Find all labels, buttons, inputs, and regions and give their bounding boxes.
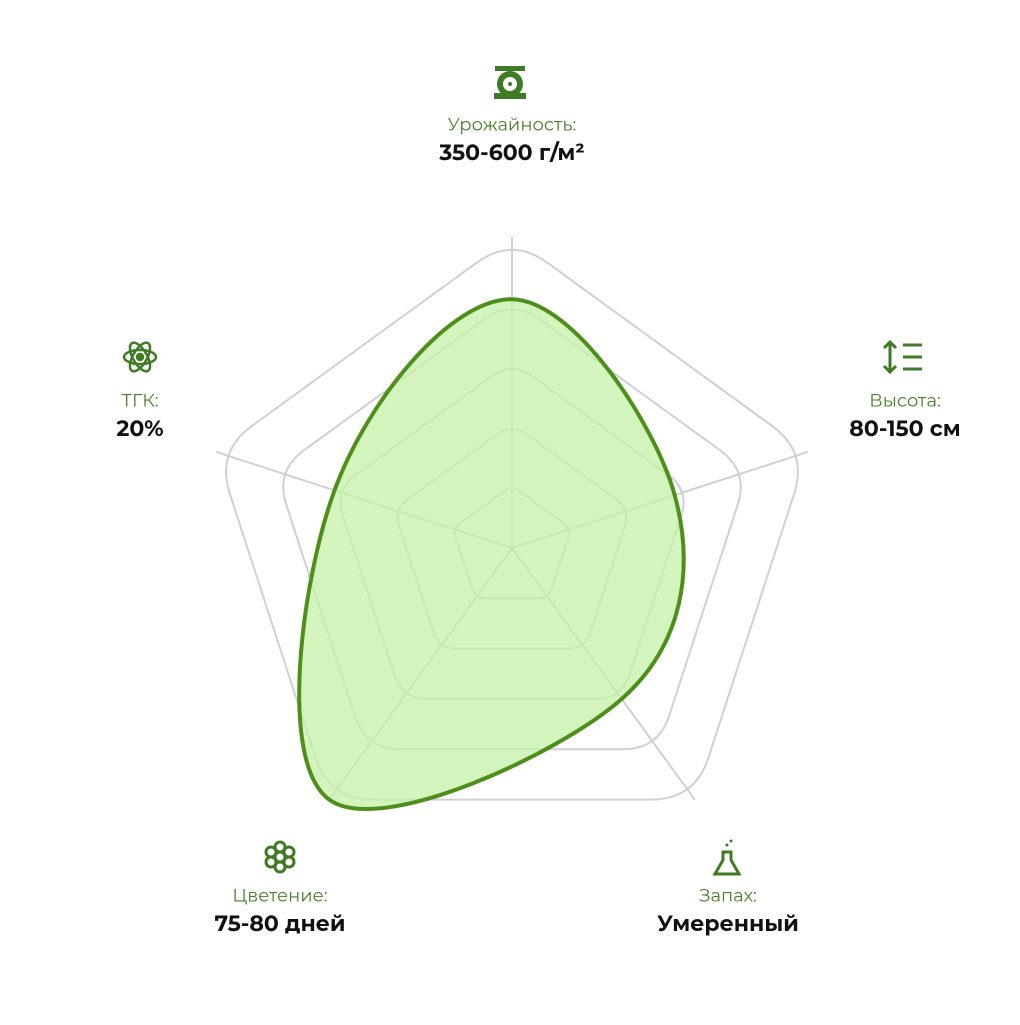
axis-label: ТГК:	[121, 390, 158, 412]
icon-height	[882, 339, 922, 375]
axis-label: Запах:	[699, 885, 756, 907]
axis-detail: 350-600 г/м²	[438, 139, 585, 166]
axis-label: Высота:	[869, 390, 941, 412]
icon-scale	[494, 66, 526, 99]
axis-label: Урожайность:	[448, 114, 577, 136]
icon-flower	[264, 840, 296, 874]
icons	[122, 66, 922, 876]
axis-label: Цветение:	[232, 885, 327, 907]
axis-detail: Умеренный	[657, 910, 799, 937]
data-area	[297, 297, 686, 811]
axis-detail: 20%	[116, 415, 163, 442]
icon-flask	[712, 839, 742, 876]
axis-detail: 80-150 см	[849, 415, 960, 442]
grid-ring	[225, 248, 799, 801]
icon-atom	[122, 341, 158, 373]
axis-detail: 75-80 дней	[215, 910, 346, 937]
